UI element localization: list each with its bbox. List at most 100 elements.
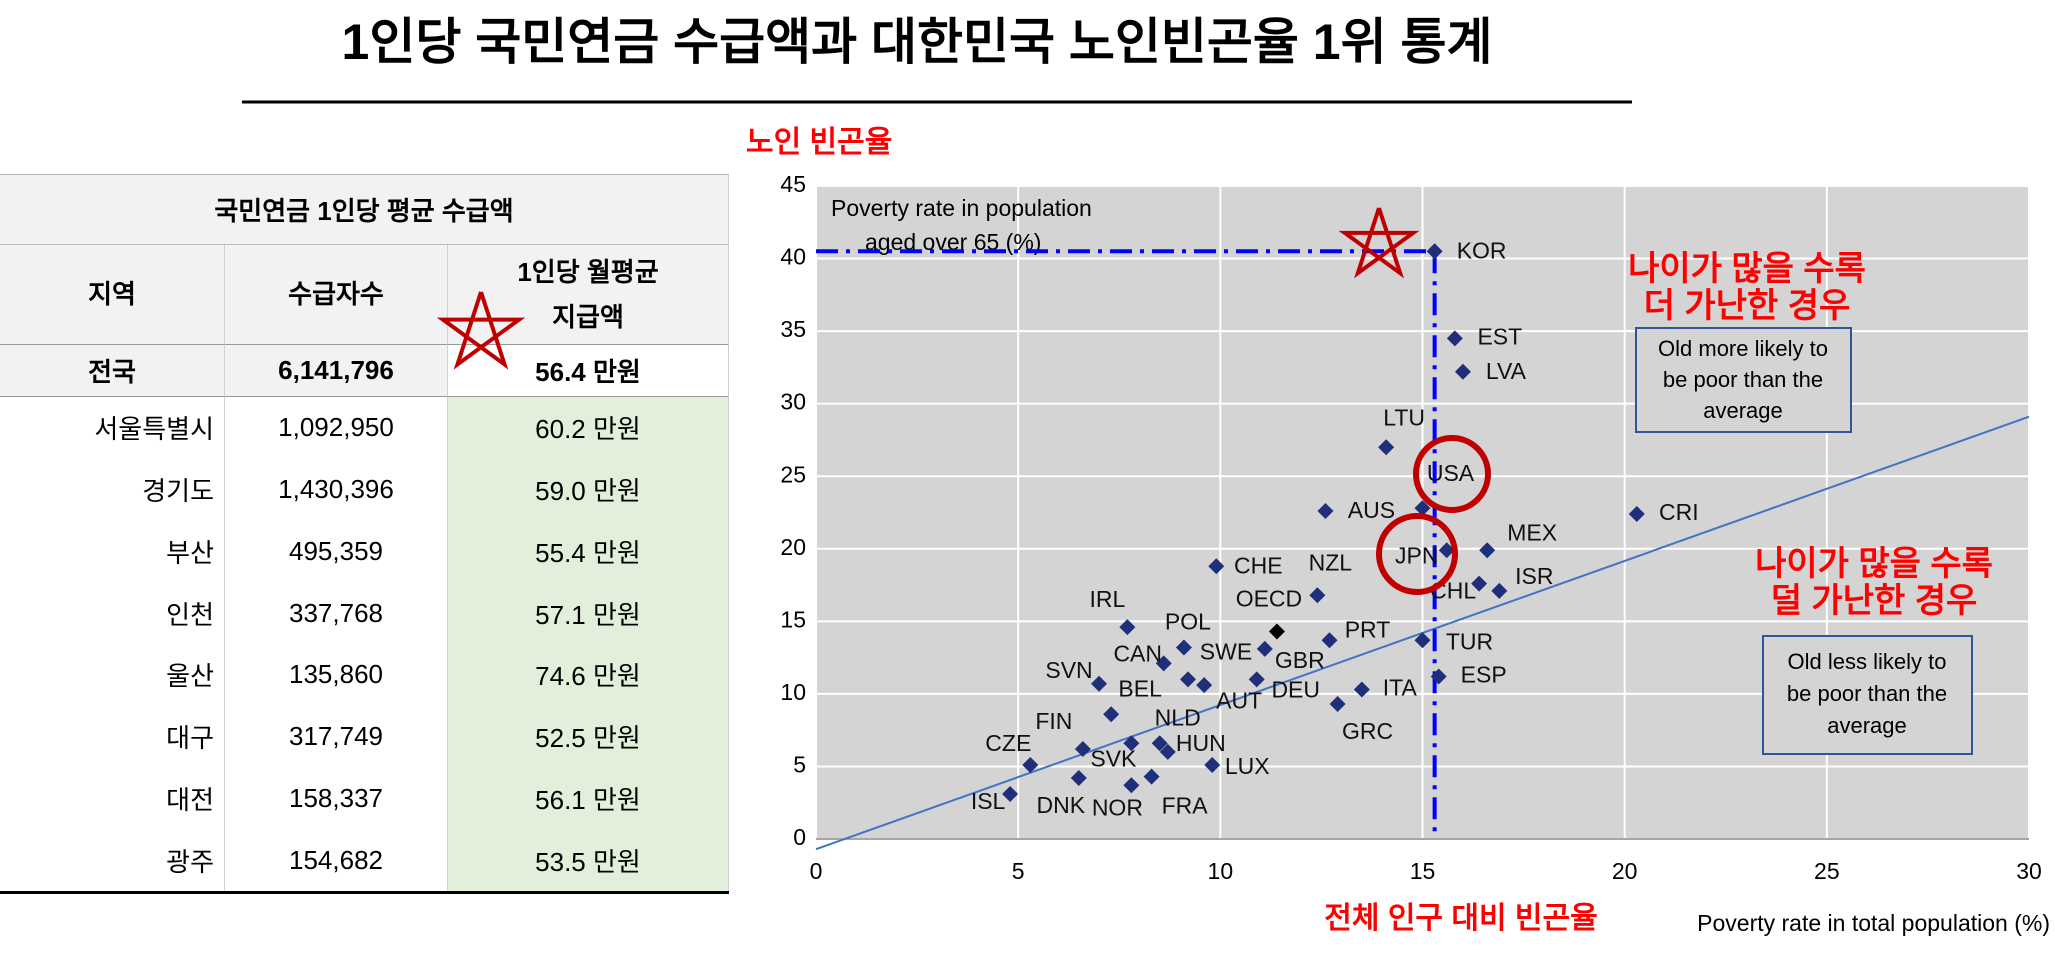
point-label: NOR	[1092, 794, 1143, 820]
point	[1414, 632, 1431, 649]
x-tick-label: 0	[810, 858, 823, 884]
cell-text: 서울특별시	[94, 414, 214, 445]
cell-text: 전국	[88, 357, 136, 387]
point-label: ISL	[971, 788, 1006, 814]
point-label: SWE	[1200, 638, 1252, 664]
point	[1151, 735, 1168, 752]
point-label: SVK	[1090, 745, 1137, 771]
table-cell: 서울특별시	[0, 397, 225, 459]
box-text: average	[1703, 398, 1783, 423]
point-label: LTU	[1383, 404, 1425, 430]
cell-text: 대구	[166, 723, 214, 754]
point	[1103, 706, 1120, 723]
point-label: NZL	[1309, 549, 1353, 575]
note-box	[1762, 635, 1973, 755]
table-cell: 1,430,396	[225, 458, 448, 521]
red-star	[1338, 207, 1420, 279]
point	[1208, 558, 1225, 575]
box-text: average	[1827, 713, 1907, 738]
cell-text: 154,682	[289, 844, 383, 875]
table-cell: 대전	[0, 767, 225, 830]
point	[1321, 632, 1338, 649]
cell-text: 59.0 만원	[535, 476, 641, 507]
table-cell: 52.5 만원	[448, 705, 729, 768]
point-label: BEL	[1118, 675, 1162, 701]
table-cell: 59.0 만원	[448, 458, 729, 521]
red-note: 나이가 많을 수록	[1755, 545, 1993, 583]
total-cell: 56.4 만원	[448, 345, 729, 397]
point	[1070, 770, 1087, 787]
point	[1454, 363, 1471, 380]
point-label: FRA	[1162, 793, 1209, 819]
box-text: Old less likely to	[1788, 649, 1947, 674]
red-star	[436, 291, 526, 370]
cell-text: 국민연금 1인당 평균 수급액	[214, 196, 514, 226]
cell-text: 1,092,950	[278, 412, 394, 443]
cell-text: 56.4 만원	[535, 357, 641, 387]
point-label: GBR	[1275, 647, 1325, 673]
point	[1175, 639, 1192, 656]
note-box	[1635, 327, 1852, 433]
point-label: ITA	[1383, 675, 1418, 701]
cell-text: 55.4 만원	[535, 537, 641, 568]
point-label: AUT	[1216, 687, 1262, 713]
point-label: OECD	[1236, 586, 1302, 612]
point	[1491, 582, 1508, 599]
cell-text: 대전	[166, 784, 214, 815]
point-label: CHL	[1430, 578, 1476, 604]
cell-text: 6,141,796	[278, 355, 394, 385]
point-label: SVN	[1045, 657, 1092, 683]
cell-text: 57.1 만원	[535, 599, 641, 630]
cell-text: 53.5 만원	[535, 846, 641, 877]
point	[1119, 619, 1136, 636]
table-cell: 인천	[0, 582, 225, 644]
cell-text: 158,337	[289, 782, 383, 813]
cell-text: 울산	[166, 661, 214, 692]
point-label: CAN	[1113, 640, 1162, 666]
point-label: FIN	[1035, 708, 1072, 734]
point	[1196, 677, 1213, 694]
table-cell: 154,682	[225, 829, 448, 891]
red-note: 나이가 많을 수록	[1628, 250, 1866, 288]
point-label: ESP	[1461, 662, 1507, 688]
y-tick-label: 30	[780, 389, 806, 415]
point	[1204, 756, 1221, 773]
red-circle	[1376, 513, 1458, 595]
table-cell: 부산	[0, 520, 225, 583]
column-header: 지역	[0, 245, 225, 345]
cell-text: 52.5 만원	[535, 723, 641, 754]
table-cell: 57.1 만원	[448, 582, 729, 644]
red-note: 덜 가난한 경우	[1771, 582, 1978, 620]
cell-text: 135,860	[289, 659, 383, 690]
box-text: be poor than the	[1787, 681, 1947, 706]
point	[1628, 505, 1645, 522]
x-tick-label: 20	[1612, 858, 1638, 884]
table-title: 국민연금 1인당 평균 수급액	[0, 174, 729, 245]
column-header: 수급자수	[225, 245, 448, 345]
point	[1414, 500, 1431, 517]
pension-table: 국민연금 1인당 평균 수급액 지역 수급자수 1인당 월평균 지급액 전국 6,141,7…	[0, 174, 729, 894]
table-cell: 55.4 만원	[448, 520, 729, 583]
red-note: 더 가난한 경우	[1644, 287, 1851, 325]
cell-text: 경기도	[142, 476, 214, 507]
y-tick-label: 40	[780, 244, 806, 270]
point	[1309, 587, 1326, 604]
y-tick-label: 25	[780, 461, 806, 487]
x-tick-label: 30	[2016, 858, 2042, 884]
red-circle	[1413, 435, 1491, 513]
box-text: Old more likely to	[1658, 336, 1828, 361]
total-cell: 6,141,796	[225, 345, 448, 397]
point	[1123, 777, 1140, 794]
table-cell: 1,092,950	[225, 397, 448, 459]
point	[1248, 671, 1265, 688]
point-label: IRL	[1089, 586, 1125, 612]
y-axis-label: Poverty rate in population	[831, 195, 1092, 221]
point-label: DEU	[1271, 676, 1320, 702]
point	[1446, 330, 1463, 347]
point-label: ISR	[1515, 563, 1553, 589]
point	[1002, 786, 1019, 803]
point	[1155, 655, 1172, 672]
cell-text: 부산	[166, 537, 214, 568]
table-cell: 대구	[0, 705, 225, 768]
total-cell: 전국	[0, 345, 225, 397]
